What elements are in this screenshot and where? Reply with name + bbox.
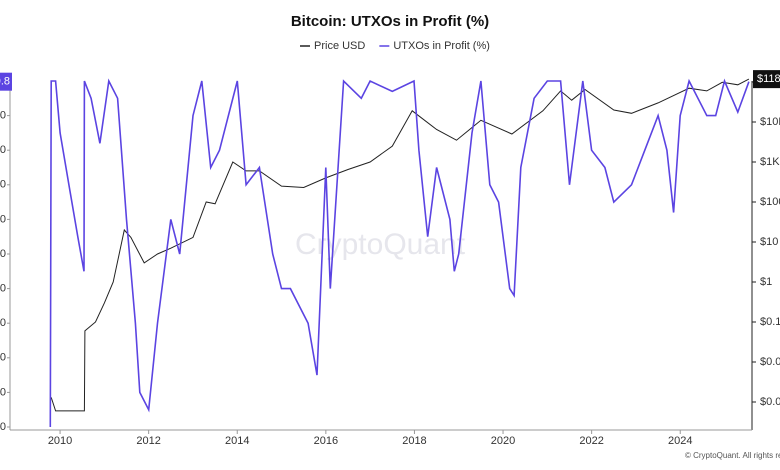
x-tick-label: 2018 [402,435,426,447]
x-tick-label: 2020 [491,435,515,447]
y-tick-label: 40 [0,283,6,295]
y2-tick-label: $1K [760,156,780,168]
y-tick-label: 90 [0,110,6,122]
y2-tick-label: $10 [760,236,778,248]
x-tick-label: 2012 [136,435,160,447]
legend-label: UTXOs in Profit (%) [393,40,490,52]
y-tick-label: 60 [0,213,6,225]
current-tag-bg [753,70,780,89]
series-line [49,78,750,428]
y2-tick-label: $10K [760,116,780,128]
y-tick-label: 80 [0,144,6,156]
current-tag: 99.8 [0,76,10,88]
y2-tick-label: $1 [760,276,772,288]
y-tick-label: 70 [0,179,6,191]
y-tick-label: 10 [0,386,6,398]
footer: © CryptoQuant. All rights reserved. [685,451,780,460]
x-tick-label: 2024 [668,435,692,447]
watermark: CryptoQuant [295,228,466,261]
x-tick-label: 2022 [579,435,603,447]
current-tag: $118K [757,73,780,85]
y2-tick-label: $0.001 [760,396,780,408]
y-tick-label: 30 [0,317,6,329]
y2-tick-label: $0.01 [760,356,780,368]
legend-label: Price USD [314,40,365,52]
y2-tick-label: $0.1 [760,316,780,328]
y2-tick-label: $100 [760,196,780,208]
y-tick-label: 50 [0,248,6,260]
y-tick-label: 20 [0,352,6,364]
x-tick-label: 2016 [314,435,338,447]
x-tick-label: 2014 [225,435,249,447]
y-tick-label: 0 [0,421,6,433]
x-tick-label: 2010 [48,435,72,447]
chart-title: Bitcoin: UTXOs in Profit (%) [291,13,489,30]
current-tag-bg [0,72,12,91]
